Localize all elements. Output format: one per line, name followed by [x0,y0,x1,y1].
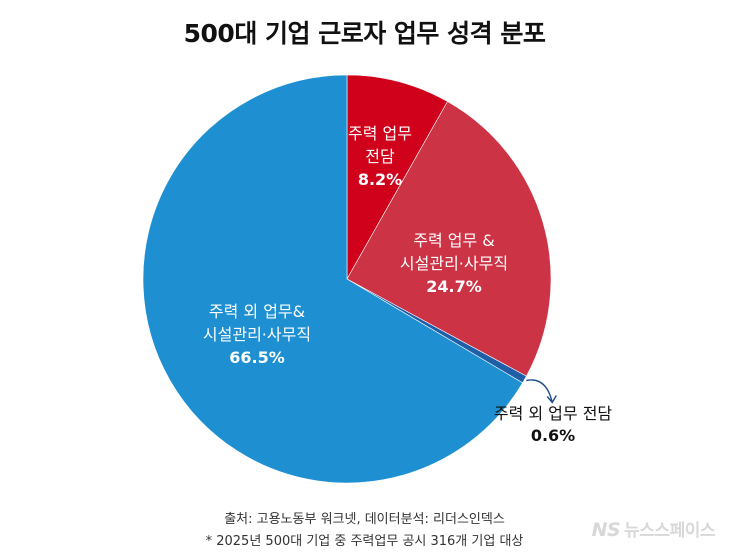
pie-slice [346,101,552,377]
pie-slice [142,74,524,484]
callout-arrow-head [546,395,557,404]
slice-category-label: 시설관리·사무직 [203,325,311,344]
slice-category-label: 주력 업무 [348,124,412,143]
footnote: * 2025년 500대 기업 중 주력업무 공시 316개 기업 대상 [205,534,524,549]
slice-category-label: 주력 업무 & [413,231,495,250]
watermark-text: 뉴스스페이스 [624,521,715,541]
slice-value-label: 8.2% [358,170,402,189]
slice-category-label: 시설관리·사무직 [400,254,508,273]
callout-arrow [526,379,553,403]
watermark-logo-mark: NS [591,519,621,541]
source-note: 출처: 고용노동부 워크넷, 데이터분석: 리더스인덱스 [224,512,505,527]
slice-value-label: 24.7% [426,277,482,296]
slice-value-label: 66.5% [229,348,285,367]
slice-category-label: 주력 외 업무& [209,302,305,321]
slice-category-label: 주력 외 업무 전담 [494,404,613,423]
slice-category-label: 전담 [365,147,395,166]
watermark-logo: NS 뉴스스페이스 [591,516,716,541]
slice-value-label: 0.6% [531,426,575,445]
chart-title: 500대 기업 근로자 업무 성격 분포 [183,19,546,48]
pie-slice [346,74,448,281]
